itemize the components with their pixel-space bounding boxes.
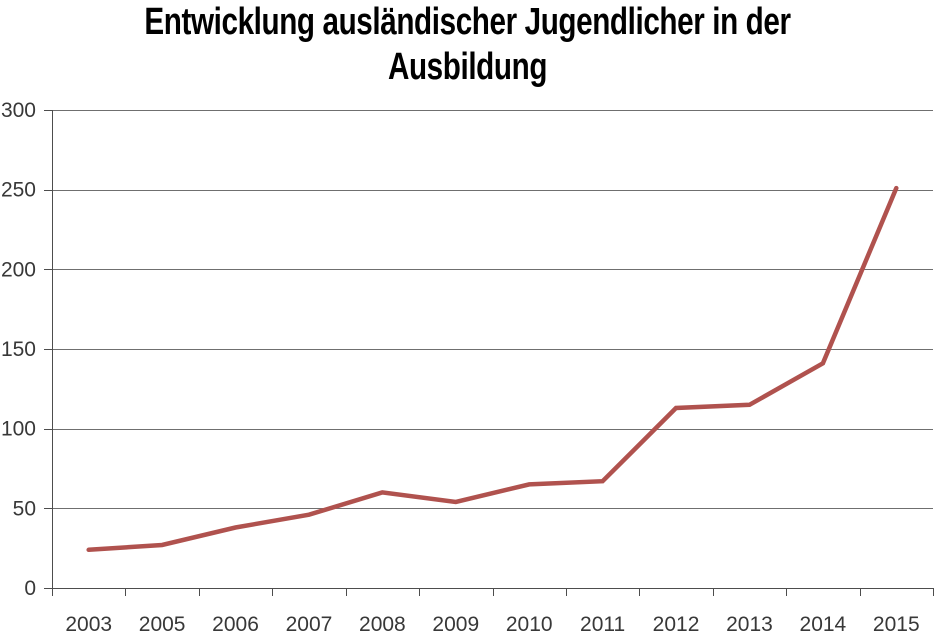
y-axis-label: 300: [1, 99, 36, 122]
x-axis-label: 2008: [359, 613, 406, 635]
x-axis-label: 2013: [726, 613, 773, 635]
y-axis-label: 250: [1, 179, 36, 202]
chart-title-line2: Ausbildung: [387, 46, 548, 88]
x-axis-label: 2015: [873, 613, 920, 635]
x-axis-label: 2003: [65, 613, 112, 635]
x-axis-label: 2006: [212, 613, 259, 635]
x-axis-label: 2014: [800, 613, 847, 635]
y-axis-label: 50: [13, 497, 36, 520]
y-axis-label: 200: [1, 258, 36, 281]
x-axis-label: 2010: [506, 613, 553, 635]
x-axis-label: 2009: [432, 613, 479, 635]
data-line-series: [86, 185, 899, 553]
x-axis-label: 2012: [653, 613, 700, 635]
y-axis-label: 0: [24, 577, 36, 600]
chart-title: Entwicklung ausländischer Jugendlicher i…: [103, 0, 832, 90]
x-axis-label: 2005: [139, 613, 186, 635]
x-axis-label: 2007: [286, 613, 333, 635]
y-axis-label: 150: [1, 338, 36, 361]
x-axis-label: 2011: [580, 613, 625, 635]
chart-title-line1: Entwicklung ausländischer Jugendlicher i…: [144, 1, 791, 43]
y-axis-label: 100: [1, 418, 36, 441]
